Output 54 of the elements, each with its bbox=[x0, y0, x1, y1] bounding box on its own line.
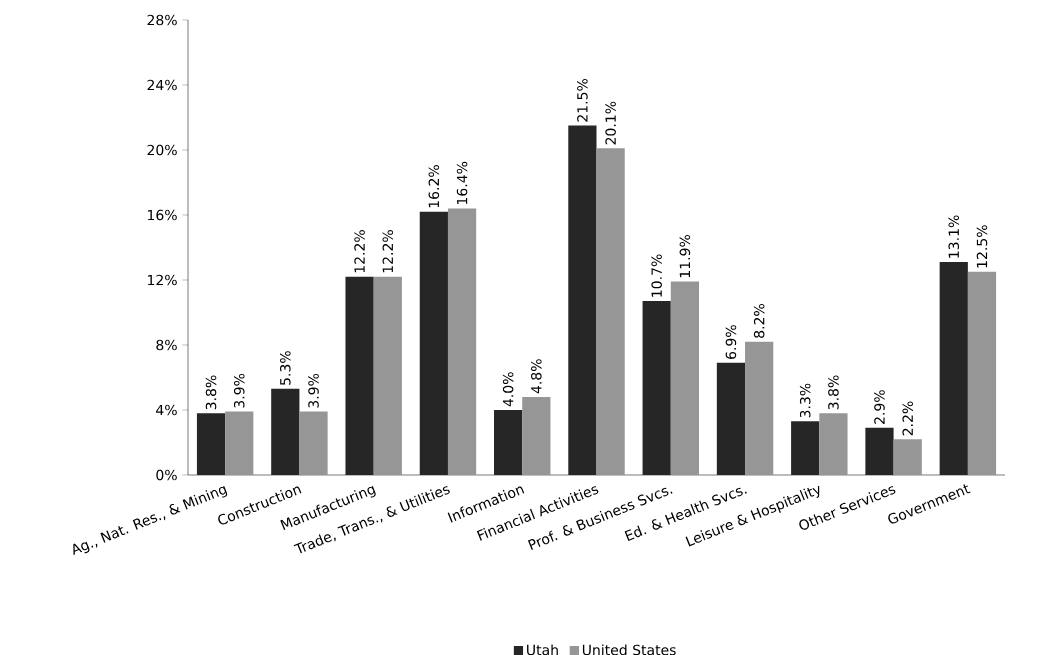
bar bbox=[596, 148, 625, 475]
bar bbox=[893, 439, 922, 475]
data-label: 2.2% bbox=[902, 401, 913, 436]
bar bbox=[568, 125, 597, 475]
data-label: 16.2% bbox=[428, 165, 440, 208]
y-tick-label: 8% bbox=[156, 339, 177, 351]
bar bbox=[642, 301, 671, 475]
y-tick-label: 12% bbox=[148, 274, 177, 286]
data-label: 3.3% bbox=[799, 383, 811, 418]
data-label: 3.8% bbox=[828, 375, 839, 410]
bar bbox=[225, 411, 254, 475]
data-label: 2.9% bbox=[874, 390, 885, 424]
y-tick-label: 4% bbox=[156, 404, 177, 416]
data-label: 20.1% bbox=[605, 101, 616, 145]
data-label: 3.8% bbox=[205, 375, 217, 410]
bar bbox=[819, 413, 848, 475]
data-label: 4.0% bbox=[502, 372, 514, 407]
bar bbox=[670, 281, 699, 475]
bar bbox=[447, 208, 477, 475]
bar bbox=[791, 421, 820, 475]
bar bbox=[271, 388, 300, 475]
y-tick-label: 0% bbox=[156, 469, 177, 481]
legend-label: United States bbox=[582, 644, 676, 655]
bar bbox=[345, 276, 374, 475]
legend-label: Utah bbox=[527, 644, 558, 655]
data-label: 3.9% bbox=[233, 373, 245, 408]
data-label: 12.2% bbox=[382, 230, 394, 273]
data-label: 10.7% bbox=[651, 254, 662, 297]
bar bbox=[522, 396, 551, 475]
data-label: 4.8% bbox=[531, 359, 542, 394]
data-label: 6.9% bbox=[725, 325, 737, 359]
bar bbox=[373, 276, 402, 475]
data-label: 3.9% bbox=[308, 373, 319, 408]
bar bbox=[299, 411, 328, 475]
data-label: 12.5% bbox=[976, 225, 988, 268]
bar bbox=[967, 271, 997, 475]
data-label: 21.5% bbox=[577, 78, 588, 122]
y-tick-label: 28% bbox=[147, 14, 177, 26]
y-tick-label: 24% bbox=[147, 79, 177, 91]
data-label: 16.4% bbox=[456, 161, 468, 205]
y-tick-label: 16% bbox=[148, 209, 177, 221]
data-label: 11.9% bbox=[679, 234, 691, 278]
bar bbox=[865, 427, 894, 475]
y-tick-label: 20% bbox=[147, 144, 177, 156]
bar bbox=[196, 413, 226, 475]
bar bbox=[745, 341, 774, 475]
bar bbox=[716, 362, 746, 475]
bar bbox=[419, 211, 448, 475]
data-label: 12.2% bbox=[354, 230, 365, 273]
bar bbox=[494, 409, 523, 475]
bar bbox=[939, 262, 968, 475]
data-label: 13.1% bbox=[948, 215, 960, 258]
data-label: 8.2% bbox=[753, 304, 765, 338]
data-label: 5.3% bbox=[280, 351, 291, 385]
